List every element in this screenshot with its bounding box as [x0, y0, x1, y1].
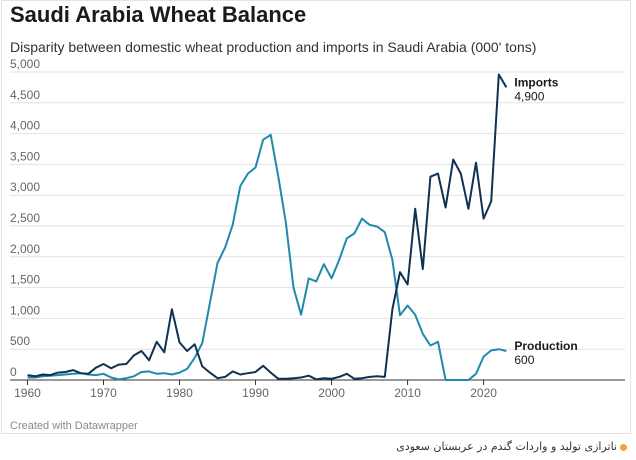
- chart-subtitle: Disparity between domestic wheat product…: [10, 39, 537, 55]
- y-tick-label: 2,000: [10, 242, 40, 256]
- imports-line: [27, 73, 508, 381]
- y-tick-label: 4,500: [10, 88, 40, 102]
- y-tick-label: 1,000: [10, 303, 40, 317]
- x-tick-label: 1990: [242, 386, 269, 400]
- y-tick-label: 3,000: [10, 180, 40, 194]
- x-tick-label: 1970: [90, 386, 117, 400]
- caption-bullet-icon: [620, 443, 627, 451]
- credit-text: Created with Datawrapper: [10, 420, 138, 432]
- gridlines: [10, 71, 625, 381]
- y-tick-label: 1,500: [10, 273, 40, 287]
- y-tick-label: 5,000: [10, 57, 40, 71]
- series-lines: [27, 73, 508, 381]
- production-line: [27, 133, 507, 381]
- production-end-value: 600: [514, 353, 534, 367]
- x-axis-ticks: 1960 1970 1980 1990 2000 2010 2020: [14, 380, 497, 400]
- y-tick-label: 3,500: [10, 149, 40, 163]
- y-tick-label: 4,000: [10, 119, 40, 133]
- x-tick-label: 1980: [166, 386, 193, 400]
- y-tick-label: 2,500: [10, 211, 40, 225]
- y-tick-label: 500: [10, 334, 30, 348]
- y-axis-ticks: 0 500 1,000 1,500 2,000 2,500 3,000 3,500 4,000 4…: [10, 57, 40, 379]
- imports-end-value: 4,900: [514, 89, 544, 103]
- y-tick-label: 0: [10, 365, 17, 379]
- line-chart: 0 500 1,000 1,500 2,000 2,500 3,000 3,500 4,000 4…: [10, 57, 625, 400]
- production-series-name: Production: [514, 339, 577, 353]
- x-tick-label: 2010: [394, 386, 421, 400]
- caption-text: ناترازی تولید و واردات گندم در عربستان س…: [396, 440, 617, 453]
- imports-series-name: Imports: [514, 75, 558, 89]
- chart-title: Saudi Arabia Wheat Balance: [10, 2, 307, 27]
- x-tick-label: 1960: [14, 386, 41, 400]
- x-tick-label: 2020: [470, 386, 497, 400]
- x-tick-label: 2000: [318, 386, 345, 400]
- caption: ناترازی تولید و واردات گندم در عربستان س…: [396, 440, 630, 453]
